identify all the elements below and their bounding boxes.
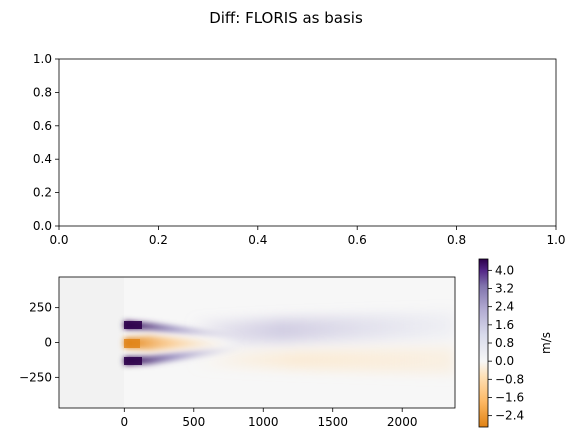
heatmap-x-tick-label: 0	[120, 415, 128, 429]
colorbar-gradient	[478, 258, 489, 428]
heatmap-x-tick-label: 2000	[387, 415, 418, 429]
top-y-tick-label: 0.0	[33, 219, 52, 233]
colorbar: 4.0 3.2 2.4 1.6 0.8 0.0 −0.8 −1.6 −2.4 m/s	[478, 258, 553, 428]
colorbar-tick-label: 1.6	[495, 318, 514, 332]
colorbar-tick-label: 0.0	[495, 354, 514, 368]
figure-title: Diff: FLORIS as basis	[209, 9, 363, 27]
heatmap-y-tick-label: 0	[44, 336, 52, 350]
heatmap-y-tick-label: −250	[19, 370, 52, 384]
top-y-tick-label: 0.2	[33, 186, 52, 200]
top-y-ticks: 0.0 0.2 0.4 0.6 0.8 1.0	[33, 52, 59, 233]
colorbar-tick-label: 2.4	[495, 300, 514, 314]
heatmap-field	[59, 277, 455, 408]
top-x-tick-label: 0.6	[348, 233, 367, 247]
colorbar-ticks: 4.0 3.2 2.4 1.6 0.8 0.0 −0.8 −1.6 −2.4	[488, 263, 524, 423]
heatmap-x-ticks: 0 500 1000 1500 2000	[120, 408, 417, 429]
colorbar-tick-label: 4.0	[495, 263, 514, 277]
heatmap-x-tick-label: 1000	[248, 415, 279, 429]
top-y-tick-label: 0.6	[33, 119, 52, 133]
heatmap-x-tick-label: 1500	[317, 415, 348, 429]
top-x-tick-label: 1.0	[546, 233, 565, 247]
top-x-tick-label: 0.0	[49, 233, 68, 247]
heatmap-x-tick-label: 500	[182, 415, 205, 429]
heatmap-y-tick-label: 250	[29, 301, 52, 315]
colorbar-tick-label: −2.4	[495, 409, 524, 423]
top-y-tick-label: 1.0	[33, 52, 52, 66]
colorbar-tick-label: 3.2	[495, 282, 514, 296]
colorbar-tick-label: −0.8	[495, 372, 524, 386]
top-x-tick-label: 0.4	[248, 233, 267, 247]
heatmap-y-ticks: 250 0 −250	[19, 301, 59, 384]
top-axes-frame	[58, 58, 557, 227]
colorbar-tick-label: −1.6	[495, 390, 524, 404]
top-y-tick-label: 0.8	[33, 85, 52, 99]
top-x-ticks: 0.0 0.2 0.4 0.6 0.8 1.0	[49, 226, 566, 247]
colorbar-label: m/s	[539, 332, 553, 354]
top-y-tick-label: 0.4	[33, 152, 52, 166]
colorbar-tick-label: 0.8	[495, 336, 514, 350]
top-x-tick-label: 0.2	[149, 233, 168, 247]
top-axes: 0.0 0.2 0.4 0.6 0.8 1.0 0.0 0.2 0.4 0.6 0.8 1.0	[33, 52, 566, 247]
top-x-tick-label: 0.8	[447, 233, 466, 247]
